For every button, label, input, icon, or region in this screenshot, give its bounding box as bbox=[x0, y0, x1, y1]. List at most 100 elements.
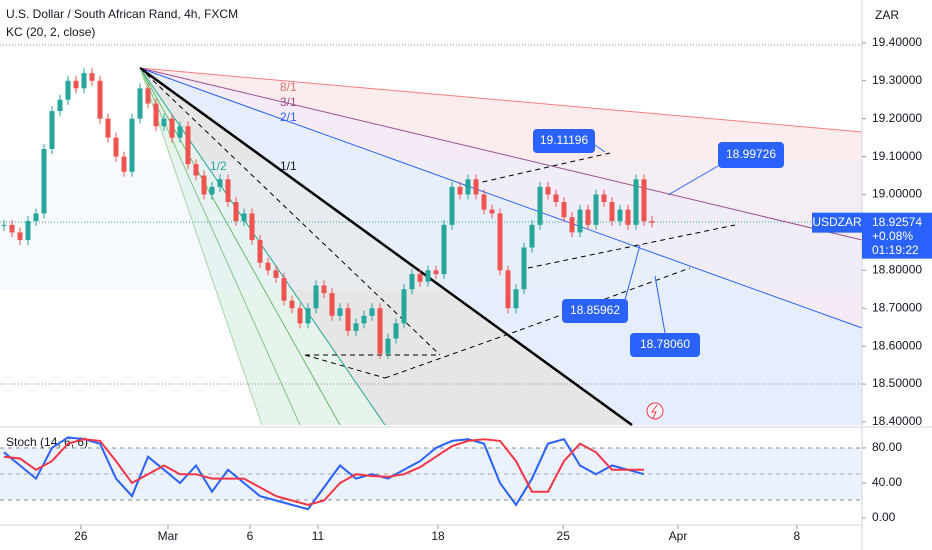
candle bbox=[609, 202, 615, 222]
fan-line bbox=[139, 67, 301, 426]
y-tick-label: 18.70000 bbox=[872, 300, 922, 314]
candle bbox=[537, 186, 543, 225]
fan-label: 1/1 bbox=[280, 159, 297, 173]
candle bbox=[281, 277, 287, 301]
candle bbox=[97, 80, 103, 119]
price-change: +0.08% bbox=[872, 229, 913, 243]
candle bbox=[457, 186, 463, 195]
y-tick-label: 18.50000 bbox=[872, 376, 922, 390]
candle bbox=[377, 308, 383, 354]
candle bbox=[161, 118, 167, 127]
candle bbox=[553, 194, 559, 203]
fan-label: 3/1 bbox=[280, 95, 297, 109]
candle bbox=[65, 80, 71, 100]
stoch-band bbox=[0, 448, 862, 500]
fan-line bbox=[139, 67, 863, 329]
callout-box bbox=[533, 129, 595, 153]
candle bbox=[169, 118, 175, 138]
x-tick-label: 11 bbox=[312, 529, 325, 543]
candle bbox=[577, 209, 583, 233]
chart-title: U.S. Dollar / South African Rand, 4h, FX… bbox=[6, 7, 238, 21]
candle bbox=[505, 270, 511, 309]
callout-text: 18.99726 bbox=[726, 147, 776, 161]
callout-text: 18.78060 bbox=[640, 337, 690, 351]
candle bbox=[585, 209, 591, 225]
candle bbox=[481, 194, 487, 210]
callout-box bbox=[718, 142, 784, 168]
candle bbox=[89, 73, 95, 81]
candle bbox=[425, 270, 431, 282]
candle bbox=[561, 202, 567, 218]
y-tick-label: 40.00 bbox=[872, 475, 902, 489]
candle bbox=[81, 73, 87, 89]
candle bbox=[313, 285, 319, 309]
candle bbox=[449, 186, 455, 225]
x-tick-label: 18 bbox=[431, 529, 445, 543]
candle bbox=[433, 270, 439, 275]
candle bbox=[105, 118, 111, 138]
candle bbox=[217, 179, 223, 187]
price-tag-text: 18.92574 bbox=[872, 215, 922, 229]
candle bbox=[409, 274, 415, 290]
candle bbox=[417, 274, 423, 282]
candle bbox=[297, 308, 303, 324]
fan-line bbox=[139, 67, 863, 241]
candle bbox=[441, 224, 447, 275]
symbol-tag-text: USDZAR bbox=[812, 215, 862, 229]
y-tick-label: 19.20000 bbox=[872, 111, 922, 125]
candle bbox=[601, 194, 607, 203]
candle bbox=[385, 338, 391, 354]
price-tag bbox=[862, 212, 932, 259]
candle bbox=[1, 224, 7, 226]
candle bbox=[137, 88, 143, 119]
candle bbox=[33, 213, 39, 222]
candle bbox=[545, 186, 551, 195]
candle bbox=[497, 213, 503, 271]
x-tick-label: 25 bbox=[557, 529, 571, 543]
callout-box bbox=[630, 333, 700, 357]
symbol-tag bbox=[812, 212, 862, 233]
candle bbox=[241, 213, 247, 222]
x-tick-label: Mar bbox=[158, 529, 179, 543]
candle bbox=[353, 323, 359, 331]
candle bbox=[473, 179, 479, 195]
candle bbox=[361, 315, 367, 324]
callouts: 19.11196 18.99726 18.85962 18.78060 bbox=[533, 129, 784, 357]
x-tick-label: 6 bbox=[247, 529, 254, 543]
candle bbox=[289, 300, 295, 309]
candle bbox=[513, 289, 519, 309]
candle bbox=[633, 179, 639, 225]
candle bbox=[489, 209, 495, 214]
candle bbox=[121, 156, 127, 172]
y-tick-label: 18.80000 bbox=[872, 262, 922, 276]
fan-line bbox=[139, 67, 263, 426]
x-tick-label: Apr bbox=[669, 529, 688, 543]
candle bbox=[641, 179, 647, 222]
candle bbox=[177, 126, 183, 138]
candle bbox=[569, 217, 575, 233]
candle bbox=[233, 202, 239, 222]
candle bbox=[529, 224, 535, 248]
y-tick-label: 0.00 bbox=[872, 510, 896, 524]
keltner-band bbox=[0, 160, 862, 290]
candle bbox=[153, 103, 159, 127]
candle bbox=[201, 175, 207, 195]
candle bbox=[225, 179, 231, 203]
candle bbox=[329, 293, 335, 316]
candle bbox=[265, 262, 271, 271]
stoch-line bbox=[3, 438, 644, 506]
countdown: 01:19:22 bbox=[872, 243, 919, 257]
fan-line bbox=[139, 67, 863, 133]
candle bbox=[305, 308, 311, 324]
candle bbox=[625, 209, 631, 225]
candle bbox=[145, 88, 151, 104]
candle bbox=[465, 179, 471, 195]
candle bbox=[401, 289, 407, 324]
y-tick-label: 18.40000 bbox=[872, 414, 922, 428]
stoch-line bbox=[3, 436, 645, 511]
y-tick-label: 19.30000 bbox=[872, 73, 922, 87]
candle bbox=[617, 209, 623, 222]
candle bbox=[249, 213, 255, 240]
candle bbox=[273, 270, 279, 278]
event-icon[interactable] bbox=[646, 402, 664, 420]
